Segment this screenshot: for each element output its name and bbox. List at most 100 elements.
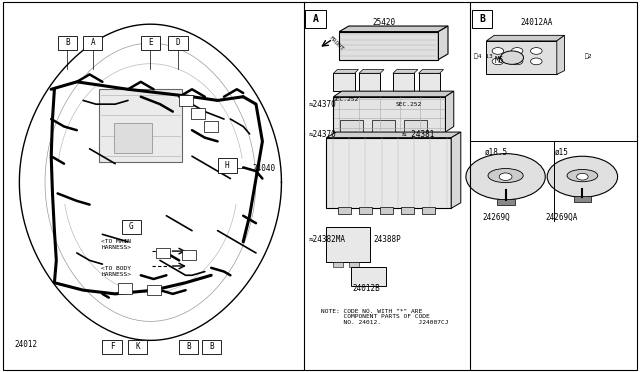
Bar bbox=[401, 207, 414, 214]
Circle shape bbox=[492, 58, 504, 65]
Circle shape bbox=[531, 58, 542, 65]
Ellipse shape bbox=[488, 169, 524, 183]
Bar bbox=[168, 36, 188, 50]
Bar bbox=[339, 32, 438, 60]
Text: G: G bbox=[129, 222, 134, 231]
Text: FRONT: FRONT bbox=[328, 35, 344, 52]
Text: E: E bbox=[148, 38, 153, 47]
Bar bbox=[179, 340, 198, 354]
Bar bbox=[141, 36, 160, 50]
Bar bbox=[333, 262, 343, 267]
Bar bbox=[574, 196, 591, 202]
Circle shape bbox=[500, 51, 524, 64]
Bar bbox=[359, 73, 380, 91]
Text: 24012: 24012 bbox=[14, 340, 37, 349]
Bar bbox=[218, 158, 237, 173]
Text: 24269QA: 24269QA bbox=[546, 213, 578, 222]
Text: SEC.252: SEC.252 bbox=[396, 102, 422, 108]
Polygon shape bbox=[486, 35, 564, 41]
Circle shape bbox=[511, 48, 523, 54]
Bar bbox=[349, 262, 359, 267]
Polygon shape bbox=[557, 35, 564, 74]
Text: A: A bbox=[90, 38, 95, 47]
Polygon shape bbox=[438, 26, 448, 60]
Text: 24388P: 24388P bbox=[374, 235, 401, 244]
Bar bbox=[202, 340, 221, 354]
Text: ø18.5: ø18.5 bbox=[484, 148, 508, 157]
Text: H: H bbox=[225, 161, 230, 170]
Polygon shape bbox=[333, 70, 358, 73]
Bar bbox=[99, 89, 182, 162]
Circle shape bbox=[531, 48, 542, 54]
Text: D: D bbox=[175, 38, 180, 47]
Text: B: B bbox=[479, 14, 485, 24]
Polygon shape bbox=[419, 70, 444, 73]
Bar bbox=[372, 120, 395, 135]
Bar bbox=[472, 10, 492, 28]
Polygon shape bbox=[445, 91, 454, 132]
Text: ℓ2: ℓ2 bbox=[585, 53, 593, 59]
Bar bbox=[393, 73, 414, 91]
Polygon shape bbox=[339, 26, 448, 32]
Ellipse shape bbox=[567, 169, 598, 182]
Bar bbox=[156, 248, 170, 258]
Bar bbox=[326, 138, 451, 208]
Text: B: B bbox=[209, 342, 214, 351]
Text: F: F bbox=[109, 342, 115, 351]
Bar bbox=[338, 207, 351, 214]
Bar bbox=[359, 207, 372, 214]
Bar bbox=[326, 227, 370, 262]
Bar bbox=[191, 108, 205, 119]
Bar bbox=[404, 120, 427, 135]
Text: ≈ 24381: ≈ 24381 bbox=[402, 130, 435, 139]
Text: <TO MAIN
HARNESS>: <TO MAIN HARNESS> bbox=[102, 239, 131, 250]
Text: 24012B: 24012B bbox=[353, 284, 381, 293]
Text: ℓ4 13: ℓ4 13 bbox=[474, 53, 493, 59]
Bar bbox=[340, 120, 363, 135]
Bar bbox=[333, 97, 445, 132]
Bar bbox=[305, 10, 326, 28]
Bar bbox=[102, 340, 122, 354]
Polygon shape bbox=[451, 132, 461, 208]
Text: NOTE: CODE NO. WITH "*" ARE
      COMPONENT PARTS OF CODE
      NO. 24012.      : NOTE: CODE NO. WITH "*" ARE COMPONENT PA… bbox=[321, 309, 449, 325]
Bar bbox=[419, 73, 440, 91]
Bar bbox=[351, 267, 386, 286]
Text: 25420: 25420 bbox=[372, 18, 396, 27]
Bar bbox=[380, 207, 393, 214]
Bar bbox=[204, 121, 218, 132]
Bar bbox=[182, 250, 196, 260]
Bar bbox=[497, 199, 515, 205]
Bar bbox=[486, 41, 557, 74]
Bar bbox=[422, 207, 435, 214]
Polygon shape bbox=[393, 70, 418, 73]
Text: B: B bbox=[65, 38, 70, 47]
Text: <TO BODY
HARNESS>: <TO BODY HARNESS> bbox=[102, 266, 131, 277]
Bar bbox=[114, 123, 152, 153]
Bar bbox=[128, 340, 147, 354]
Circle shape bbox=[547, 156, 618, 197]
Bar bbox=[333, 73, 355, 91]
Polygon shape bbox=[326, 132, 461, 138]
Text: 24012AA: 24012AA bbox=[520, 18, 552, 27]
Text: B: B bbox=[186, 342, 191, 351]
Text: M6: M6 bbox=[495, 56, 504, 65]
Text: 24040: 24040 bbox=[253, 164, 276, 173]
Circle shape bbox=[499, 173, 512, 180]
Bar bbox=[118, 283, 132, 294]
Polygon shape bbox=[359, 70, 384, 73]
Text: K: K bbox=[135, 342, 140, 351]
Circle shape bbox=[511, 58, 523, 65]
Bar bbox=[122, 220, 141, 234]
Text: ≈24382MA: ≈24382MA bbox=[309, 235, 346, 244]
Bar bbox=[83, 36, 102, 50]
Text: ≈24370: ≈24370 bbox=[309, 130, 337, 139]
Circle shape bbox=[577, 173, 588, 180]
Text: SEC.252: SEC.252 bbox=[333, 97, 359, 102]
Bar bbox=[58, 36, 77, 50]
Bar bbox=[147, 285, 161, 295]
Text: A: A bbox=[312, 14, 319, 24]
Text: ≈24370: ≈24370 bbox=[309, 100, 337, 109]
Circle shape bbox=[492, 48, 504, 54]
Bar bbox=[179, 95, 193, 106]
Circle shape bbox=[466, 154, 545, 200]
